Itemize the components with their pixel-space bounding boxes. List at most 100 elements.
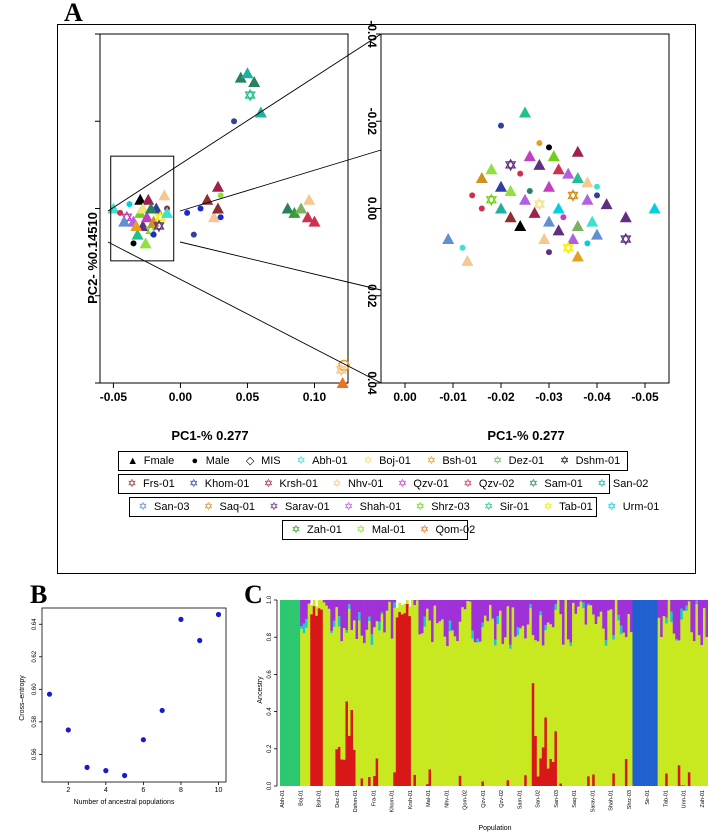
c-bar-segment [622, 600, 625, 633]
c-bar-segment [680, 785, 683, 786]
c-bar-segment [544, 625, 547, 630]
legend-item: ✡ Urm-01 [605, 501, 660, 513]
c-bar-segment [607, 600, 610, 610]
c-category-label: Tab-01 [663, 790, 669, 807]
c-bar-segment [549, 759, 552, 786]
c-bar-segment [323, 600, 326, 602]
legend-label: Qzv-01 [413, 478, 448, 490]
c-ytick-label: 1.0 [267, 595, 273, 604]
c-bar-segment [340, 600, 343, 641]
c-bar-segment [461, 600, 464, 607]
c-bar-segment [320, 610, 323, 786]
c-bar-segment [441, 600, 444, 619]
c-bar-segment [426, 600, 429, 609]
c-bar-segment [499, 611, 502, 786]
c-bar-segment [481, 600, 484, 623]
b-point [141, 737, 146, 742]
c-bar-segment [617, 600, 620, 615]
c-bar-segment [361, 600, 364, 636]
legend-label: Krsh-01 [279, 478, 318, 490]
c-bar-segment [698, 600, 701, 635]
c-bar-segment [491, 600, 494, 618]
c-bar-segment [612, 773, 615, 786]
c-bar-segment [491, 620, 494, 786]
c-category-label: Sir-01 [645, 790, 651, 805]
c-bar-segment [683, 611, 686, 786]
c-bar-segment [481, 627, 484, 781]
c-bar-segment [486, 621, 489, 786]
c-bar-segment [688, 772, 691, 786]
pca-right-plot: 0.00-0.01-0.02-0.03-0.04-0.05-0.04-0.020… [365, 20, 669, 404]
legend-label: Shah-01 [360, 501, 402, 513]
c-bar-segment [471, 639, 474, 786]
c-bar-segment [293, 600, 296, 786]
c-bar-segment [512, 607, 515, 786]
c-bar-segment [398, 603, 401, 612]
c-bar-segment [643, 600, 646, 786]
legend-item: ✡Nhv-01 [330, 478, 383, 490]
c-bar-segment [580, 601, 583, 602]
c-bar-segment [343, 600, 346, 628]
legend-item: ✡Tab-01 [541, 501, 593, 513]
c-bar-segment [678, 640, 681, 765]
c-bar-segment [534, 736, 537, 786]
c-bar-segment [660, 637, 663, 786]
legend-symbol-icon: ✡ [342, 502, 356, 513]
c-bar-segment [449, 600, 452, 620]
b-ytick-label: 0.62 [32, 650, 38, 662]
legend-symbol-icon: ✡ [267, 502, 281, 513]
c-bar-segment [338, 616, 341, 626]
a-right-point [536, 140, 542, 146]
c-bar-segment [665, 623, 668, 773]
legend-symbol-icon: ✡ [136, 502, 150, 513]
a-right-point [591, 229, 603, 240]
c-bar-segment [371, 600, 374, 634]
legend-symbol-icon: ✡ [294, 456, 308, 467]
c-bar-segment [494, 600, 497, 640]
legend-symbol-icon: ✡ [605, 502, 619, 513]
a-right-point [562, 168, 574, 179]
c-bar-segment [383, 600, 386, 632]
legend-item: ✡Abh-01 [294, 455, 347, 467]
c-bar-segment [499, 600, 502, 611]
c-bar-segment [680, 608, 683, 619]
c-bar-segment [539, 758, 542, 786]
c-bar-segment [340, 759, 343, 786]
legend-label: Urm-01 [623, 501, 660, 513]
legend-item: ✡Boj-01 [361, 455, 411, 467]
c-bar-segment [476, 642, 479, 786]
c-bar-segment [376, 600, 379, 621]
c-bar-segment [464, 600, 467, 609]
legend-item: ✡Sarav-01 [267, 501, 330, 513]
a-right-point [572, 220, 584, 231]
c-bar-segment [632, 600, 635, 786]
c-bar-segment [494, 640, 497, 646]
c-bar-segment [330, 600, 333, 631]
c-bar-segment [620, 634, 623, 786]
c-bar-segment [350, 710, 353, 786]
c-bar-segment [660, 600, 663, 637]
c-bar-segment [345, 630, 348, 632]
c-bar-segment [371, 634, 374, 645]
legend-symbol-icon: ◇ [243, 456, 257, 467]
c-bar-segment [585, 625, 588, 786]
a-right-point [572, 172, 584, 183]
c-bar-segment [514, 600, 517, 637]
c-bar-segment [398, 612, 401, 786]
c-bar-segment [517, 627, 520, 635]
c-category-label: Nhv-01 [444, 790, 450, 808]
c-bar-segment [512, 600, 515, 607]
c-bar-segment [486, 600, 489, 621]
c-bar-segment [429, 769, 432, 786]
c-category-label: Dez-01 [335, 790, 341, 808]
c-bar-segment [368, 621, 371, 777]
c-bar-segment [570, 642, 573, 645]
c-bar-segment [507, 780, 510, 786]
legend-symbol-icon: ✡ [361, 456, 375, 467]
c-bar-segment [592, 774, 595, 786]
c-bar-segment [471, 600, 474, 631]
c-bar-segment [393, 608, 396, 772]
c-bar-segment [338, 627, 341, 747]
c-bar-segment [300, 629, 303, 786]
c-bar-segment [358, 621, 361, 786]
